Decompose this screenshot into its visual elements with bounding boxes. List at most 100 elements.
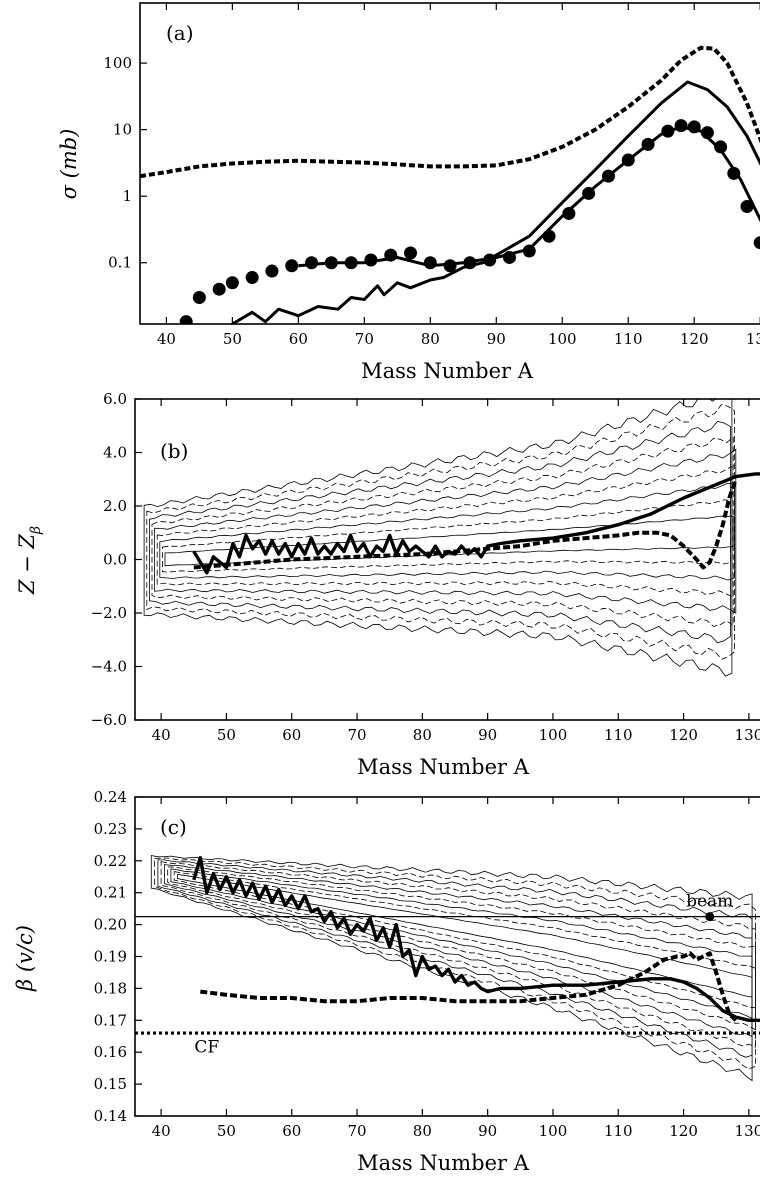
cf-annotation: CF bbox=[194, 1038, 219, 1058]
panel-c-series-2 bbox=[200, 951, 738, 1022]
panel-a-xtick-label: 130 bbox=[746, 330, 760, 348]
panel-a-series-4-point bbox=[727, 166, 741, 180]
panel-a-series-4-point bbox=[522, 244, 536, 258]
panel-b-ylabel-main: Z − Z bbox=[15, 534, 39, 596]
panel-b-xtick-label: 110 bbox=[604, 726, 633, 744]
panel-a-series-4-point bbox=[661, 124, 675, 138]
panel-a-ylabel: σ (mb) bbox=[57, 129, 81, 200]
panel-c-ytick-label: 0.17 bbox=[94, 1011, 127, 1029]
panel-b-ytick-label: 6.0 bbox=[103, 390, 127, 408]
panel-a-series-4-point bbox=[463, 256, 477, 270]
panel-a-series-4-point bbox=[502, 250, 516, 264]
panel-c-ticks: 40 50 60 70 80 90 100 110 120 130 0.14 0.15 0.16 0.17… bbox=[94, 788, 760, 1140]
panel-b-ytick-label: −6.0 bbox=[91, 711, 127, 729]
panel-b-contour bbox=[149, 421, 731, 644]
panel-a-series-4-point bbox=[305, 256, 319, 270]
panel-b-xtick-label: 120 bbox=[669, 726, 698, 744]
panel-b: 40 50 60 70 80 90 100 110 120 130 −6.0 −4.0 −2.0 0.0 2… bbox=[15, 390, 760, 779]
panel-a-series-4-point bbox=[344, 256, 358, 270]
panel-b-ytick-label: 4.0 bbox=[103, 444, 127, 462]
panel-a-series-4-point bbox=[641, 137, 655, 151]
panel-c-contour bbox=[173, 871, 756, 1009]
panel-a-series-4-point bbox=[212, 282, 226, 296]
panel-a-ytick-label: 10 bbox=[113, 121, 132, 139]
panel-c-xtick-label: 80 bbox=[413, 1122, 432, 1140]
panel-c-series-1 bbox=[192, 855, 760, 1022]
panel-a-xtick-label: 100 bbox=[548, 330, 577, 348]
panel-c-label: (c) bbox=[160, 815, 187, 839]
panel-c-xtick-label: 100 bbox=[539, 1122, 568, 1140]
panel-a-series-4-point bbox=[483, 253, 497, 267]
panel-a-xtick-label: 40 bbox=[157, 330, 176, 348]
panel-b-contour bbox=[143, 399, 733, 677]
panel-c-contour bbox=[170, 868, 753, 1020]
panel-c-plot-area bbox=[135, 855, 760, 1035]
panel-a-series-4-point bbox=[179, 315, 193, 324]
panel-a-series-4-point bbox=[700, 126, 714, 140]
panel-c-contour bbox=[177, 873, 753, 998]
panel-c-ytick-label: 0.19 bbox=[94, 948, 127, 966]
panel-b-xtick-label: 80 bbox=[413, 726, 432, 744]
panel-c-xlabel: Mass Number A bbox=[357, 1151, 530, 1175]
panel-c-ylabel: β (v/c) bbox=[13, 925, 37, 992]
panel-b-ytick-label: −4.0 bbox=[91, 658, 127, 676]
panel-b-ylabel-sub: β bbox=[28, 526, 44, 535]
panel-a-series-4-point bbox=[443, 259, 457, 273]
panel-a-xtick-label: 70 bbox=[355, 330, 374, 348]
beam-marker bbox=[705, 912, 715, 922]
panel-b-ticks: 40 50 60 70 80 90 100 110 120 130 −6.0 −4.0 −2.0 0.0 2… bbox=[91, 390, 760, 744]
panel-b-xtick-label: 50 bbox=[217, 726, 236, 744]
panel-a-series-4-point bbox=[324, 256, 338, 270]
panel-a-series-2 bbox=[231, 80, 760, 324]
panel-b-ylabel: Z − Zβ bbox=[15, 526, 44, 595]
panel-a-series-4-point bbox=[740, 199, 754, 213]
panel-a-series-4-point bbox=[714, 140, 728, 154]
panel-c-ytick-label: 0.18 bbox=[94, 979, 127, 997]
panel-c-xtick-label: 130 bbox=[735, 1122, 760, 1140]
panel-a-xtick-label: 60 bbox=[289, 330, 308, 348]
panel-c-contour bbox=[160, 861, 756, 1048]
panel-b-series-2 bbox=[193, 478, 738, 570]
panel-a-series-4-point bbox=[674, 119, 688, 133]
panel-c-frame bbox=[134, 796, 760, 1117]
panel-a-ytick-label: 100 bbox=[103, 54, 132, 72]
beam-annotation: beam bbox=[686, 892, 733, 912]
panel-b-contour bbox=[156, 465, 733, 598]
panel-a-xlabel: Mass Number A bbox=[361, 359, 534, 383]
panel-b-xtick-label: 90 bbox=[478, 726, 497, 744]
panel-c: 40 50 60 70 80 90 100 110 120 130 0.14 0.15 0.16 0.17… bbox=[13, 788, 760, 1175]
panel-a-xtick-label: 90 bbox=[487, 330, 506, 348]
panel-a-series-4-point bbox=[687, 120, 701, 134]
panel-b-xtick-label: 70 bbox=[347, 726, 366, 744]
panel-c-xtick-label: 40 bbox=[152, 1122, 171, 1140]
panel-a-series-4-point bbox=[265, 264, 279, 278]
panel-b-xtick-label: 130 bbox=[735, 726, 760, 744]
panel-a-xtick-label: 120 bbox=[680, 330, 709, 348]
panel-a-series-4 bbox=[179, 119, 760, 324]
panel-c-xtick-label: 90 bbox=[478, 1122, 497, 1140]
panel-c-ytick-label: 0.21 bbox=[94, 884, 127, 902]
panel-a-series-4-point bbox=[753, 236, 760, 250]
panel-c-ytick-label: 0.15 bbox=[94, 1075, 127, 1093]
panel-a-series-4-point bbox=[621, 153, 635, 167]
panel-b-xtick-label: 100 bbox=[539, 726, 568, 744]
panel-b-contour bbox=[159, 482, 735, 581]
panel-c-xtick-label: 60 bbox=[282, 1122, 301, 1140]
panel-b-contour bbox=[154, 448, 737, 614]
panel-a-label: (a) bbox=[166, 21, 194, 45]
panel-a-xtick-label: 50 bbox=[223, 330, 242, 348]
panel-a-series-4-point bbox=[562, 206, 576, 220]
panel-c-contour bbox=[150, 855, 753, 1082]
panel-b-plot-area bbox=[192, 472, 760, 575]
panel-a-series-4-point bbox=[404, 246, 418, 260]
panel-c-ytick-label: 0.14 bbox=[94, 1107, 127, 1125]
panel-c-xtick-label: 120 bbox=[669, 1122, 698, 1140]
panel-b-contour bbox=[146, 404, 735, 660]
panel-b-ytick-label: 2.0 bbox=[103, 497, 127, 515]
panel-b-label: (b) bbox=[160, 439, 188, 463]
panel-b-xtick-label: 60 bbox=[282, 726, 301, 744]
panel-a-series-4-point bbox=[192, 291, 206, 305]
panel-b-contour bbox=[151, 436, 734, 627]
panel-b-xlabel: Mass Number A bbox=[357, 755, 530, 779]
